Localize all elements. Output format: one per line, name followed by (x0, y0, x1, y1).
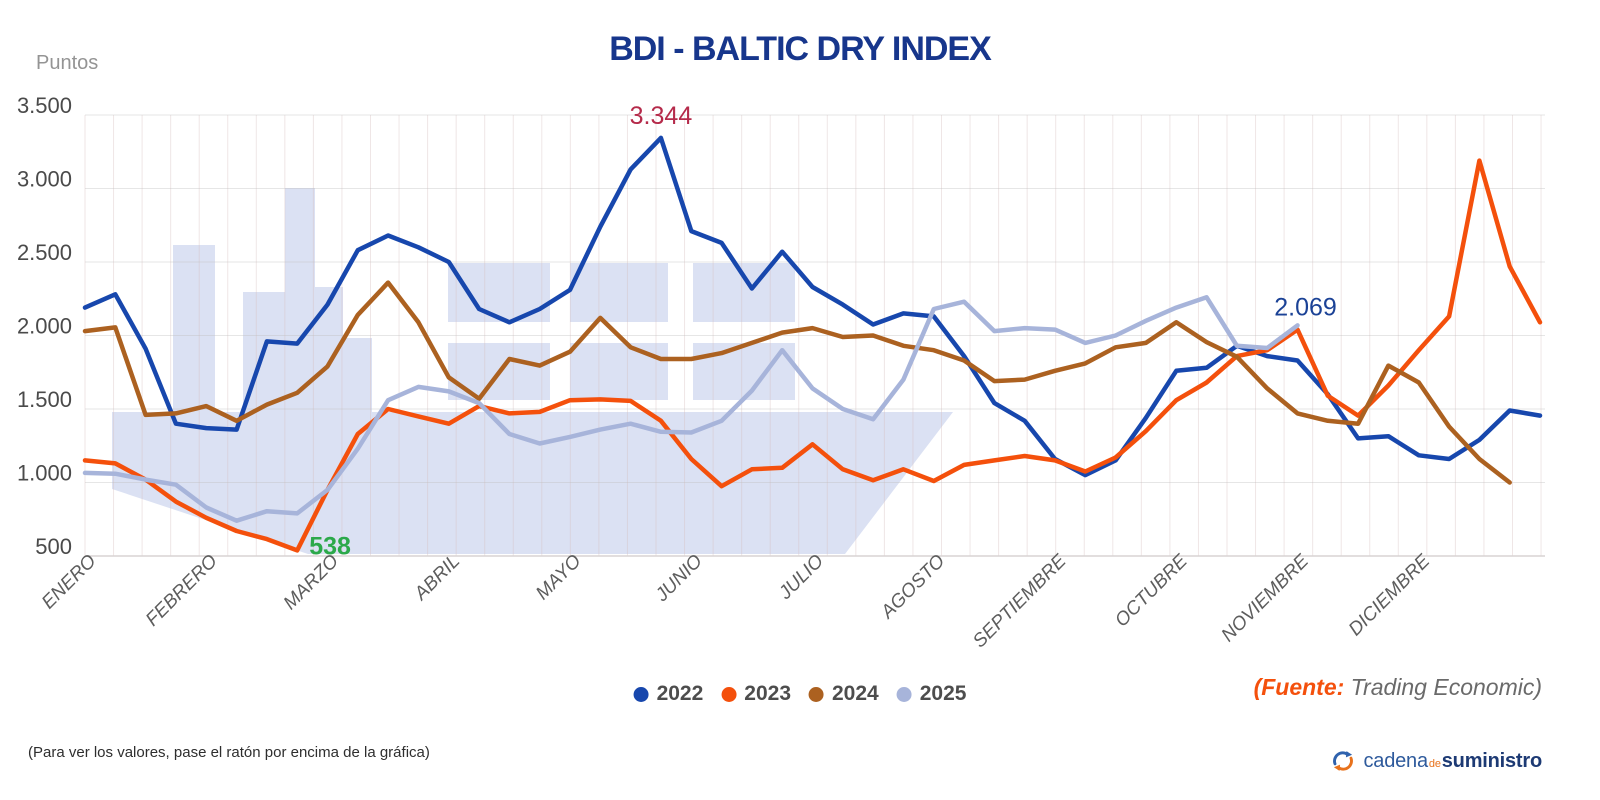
series-line-2024[interactable] (82, 280, 1512, 485)
y-axis-tick-label: 3.000 (17, 166, 72, 191)
logo-word-de: de (1428, 757, 1441, 770)
brand-logo[interactable]: cadena de suministro (1330, 748, 1542, 774)
legend-dot-2025 (896, 686, 912, 702)
annotation-2.069: 2.069 (1274, 293, 1337, 321)
watermark-block (173, 245, 215, 412)
y-axis-tick-label: 2.500 (17, 240, 72, 265)
x-axis-month-label: AGOSTO (876, 551, 949, 624)
legend-dot-2022 (633, 686, 649, 702)
x-axis-month-label: SEPTIEMBRE (969, 550, 1071, 652)
y-axis-tick-label: 1.000 (17, 460, 72, 485)
legend-label-2022: 2022 (656, 682, 704, 705)
x-axis-month-label: NOVIEMBRE (1218, 550, 1314, 646)
x-axis-month-label: ABRIL (410, 551, 464, 605)
legend-label-2023: 2023 (744, 682, 791, 705)
y-axis-tick-label: 2.000 (17, 313, 72, 338)
series-line-2022[interactable] (82, 135, 1543, 478)
y-axis-title: Puntos (36, 52, 99, 74)
source-caption: (Fuente: Trading Economic) (1254, 674, 1542, 701)
legend-item-2024[interactable]: 2024 (809, 682, 879, 706)
source-prefix: (Fuente: (1253, 674, 1345, 700)
annotation-3.344: 3.344 (630, 102, 693, 130)
y-axis-tick-label: 3.500 (17, 93, 72, 118)
x-axis-month-label: MAYO (532, 551, 586, 605)
annotation-538: 538 (309, 532, 351, 560)
watermark-block (570, 343, 668, 400)
page-title: BDI - BALTIC DRY INDEX (609, 30, 992, 68)
logo-word-suministro: suministro (1441, 749, 1542, 772)
circular-arrows-icon (1333, 751, 1354, 771)
watermark-block (570, 263, 668, 322)
legend-dot-2023 (721, 686, 737, 702)
watermark-block (285, 188, 315, 412)
legend: 2022 2023 2024 2025 (633, 682, 967, 706)
watermark-band (112, 412, 953, 554)
brand-logo-text: cadena de suministro (1363, 750, 1542, 773)
legend-label-2025: 2025 (919, 682, 967, 705)
x-axis-month-label: ENERO (38, 551, 101, 614)
legend-item-2023[interactable]: 2023 (721, 682, 791, 706)
legend-dot-2024 (809, 686, 824, 702)
x-axis-month-label: JULIO (774, 551, 828, 605)
x-axis-month-label: DICIEMBRE (1345, 550, 1435, 640)
x-axis-month-label: FEBRERO (142, 551, 222, 631)
y-axis-tick-label: 500 (35, 534, 72, 559)
x-axis-month-label: JUNIO (651, 551, 707, 607)
legend-item-2022[interactable]: 2022 (633, 682, 704, 706)
legend-item-2025[interactable]: 2025 (896, 682, 967, 706)
y-axis-tick-label: 1.500 (17, 387, 72, 412)
source-text: Trading Economic) (1344, 674, 1542, 700)
watermark-block (693, 263, 795, 322)
x-axis-month-label: OCTUBRE (1111, 550, 1192, 631)
hover-instruction-note: (Para ver los valores, pase el ratón por… (28, 744, 430, 761)
logo-word-cadena: cadena (1363, 749, 1428, 772)
series-line-2025[interactable] (82, 295, 1300, 523)
watermark-block (343, 338, 372, 412)
legend-label-2024: 2024 (832, 682, 879, 705)
